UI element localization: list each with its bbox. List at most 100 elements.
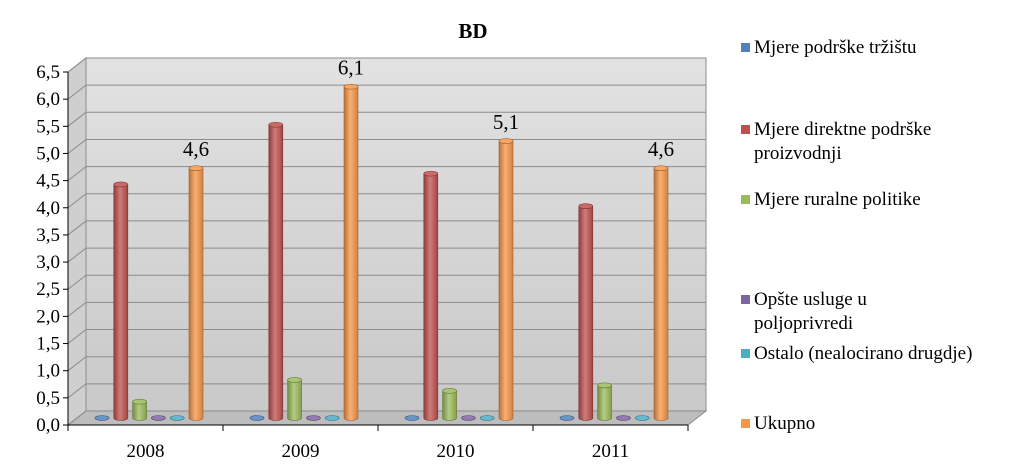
y-tick-label: 4,5 [36,171,60,192]
bar-body [287,379,302,421]
bar-top [324,415,340,421]
x-tick-label: 2010 [437,441,475,462]
data-label: 4,6 [183,137,209,161]
y-tick-label: 4,0 [36,198,60,219]
data-label: 4,6 [648,137,674,161]
legend-swatch [741,195,750,204]
bar [287,377,302,421]
back-wall [85,57,707,412]
bar [498,138,514,421]
x-tick-label: 2008 [127,441,165,462]
bar-body [343,86,359,421]
bar-body [132,401,147,421]
y-tick-label: 3,0 [36,252,60,273]
y-tick-label: 2,0 [36,306,60,327]
side-wall [67,56,87,427]
data-label: 6,1 [338,56,364,80]
legend-label: Mjere ruralne politike [754,189,921,210]
bar-top [423,170,439,177]
axes: 0,0 0,5 1,0 1,5 2,0 2,5 3,0 3,5 4,0 4,5 5,0 5,5 6,0 6… [36,62,689,462]
bar-body [268,124,284,421]
bar [113,181,129,421]
bar-top [113,181,129,188]
bar [404,415,420,421]
bar-chart: BD 0,0 0,5 1,0 1,5 2,0 2,5 3,0 3,5 4,0 4,5 5,0 5,5 6… [36,19,708,462]
gridline [67,84,706,100]
bar-body [442,390,457,421]
bar-top [188,165,204,171]
bar-top [442,388,457,394]
bar-top [559,415,575,421]
bar-body [423,173,439,421]
data-labels: 4,6 6,1 5,1 4,6 [183,56,674,161]
chart-title: BD [458,19,487,43]
bar [578,203,594,421]
x-tick-label: 2009 [282,441,320,462]
legend-item-ukupno: Ukupno [741,412,1013,436]
bar [597,382,612,421]
y-tick-label: 2,5 [36,279,60,300]
legend-item-ruralne: Mjere ruralne politike [741,188,1013,212]
bar-top [169,415,185,421]
bar-top [132,398,147,405]
legend: Mjere podrške tržištu Mjere direktne pod… [741,0,1013,465]
data-label: 5,1 [493,110,519,134]
bar-top [343,83,359,90]
bar-top [653,165,669,171]
y-tick-label: 1,0 [36,361,60,382]
bar [268,121,284,421]
bar [188,165,204,421]
legend-label: Opšte usluge u poljoprivredi [754,289,867,334]
bar-top [597,382,612,389]
bar-body [113,184,129,421]
gridline [67,138,706,154]
y-tick-label: 0,0 [36,415,60,436]
bar [151,415,166,421]
bar-body [578,205,594,421]
legend-label: Ostalo (nealocirano drugdje) [754,343,973,364]
bar-top [287,377,302,383]
legend-item-direktne: Mjere direktne podrške proizvodnji [741,118,991,166]
legend-swatch [741,419,750,428]
bar [324,415,340,421]
bar [461,415,476,421]
y-tick-label: 6,0 [36,89,60,110]
legend-item-ostalo: Ostalo (nealocirano drugdje) [741,342,991,366]
bar-top [479,415,495,421]
x-tick-label: 2011 [592,441,629,462]
legend-swatch [741,349,750,358]
bar-top [634,415,650,421]
bar [306,415,321,421]
y-tick-label: 6,5 [36,62,60,83]
gridline [67,111,706,127]
y-tick-label: 3,5 [36,225,60,246]
bar-body [597,385,612,421]
bar [132,398,147,421]
bar [343,83,359,421]
bar [559,415,575,421]
y-tick-label: 5,0 [36,143,60,164]
y-tick-label: 5,5 [36,116,60,137]
bar [653,165,669,421]
bar-top [616,415,631,421]
gridline [67,57,706,73]
bar [169,415,185,421]
y-tick-label: 1,5 [36,334,60,355]
legend-item-opste-usluge: Opšte usluge u poljoprivredi [741,288,951,336]
legend-swatch [741,43,750,52]
bar [479,415,495,421]
plot-area [66,56,708,427]
legend-label: Mjere podrške tržištu [754,37,917,58]
bar-body [188,167,204,421]
legend-swatch [741,295,750,304]
bars [94,83,669,421]
y-tick-label: 0,5 [36,388,60,409]
bar-top [306,415,321,421]
legend-label: Ukupno [754,413,816,434]
legend-swatch [741,125,750,134]
legend-item-trziste: Mjere podrške tržištu [741,36,1013,60]
bar [634,415,650,421]
bar-top [578,203,594,209]
bar-body [498,140,514,421]
bar-top [151,415,166,421]
